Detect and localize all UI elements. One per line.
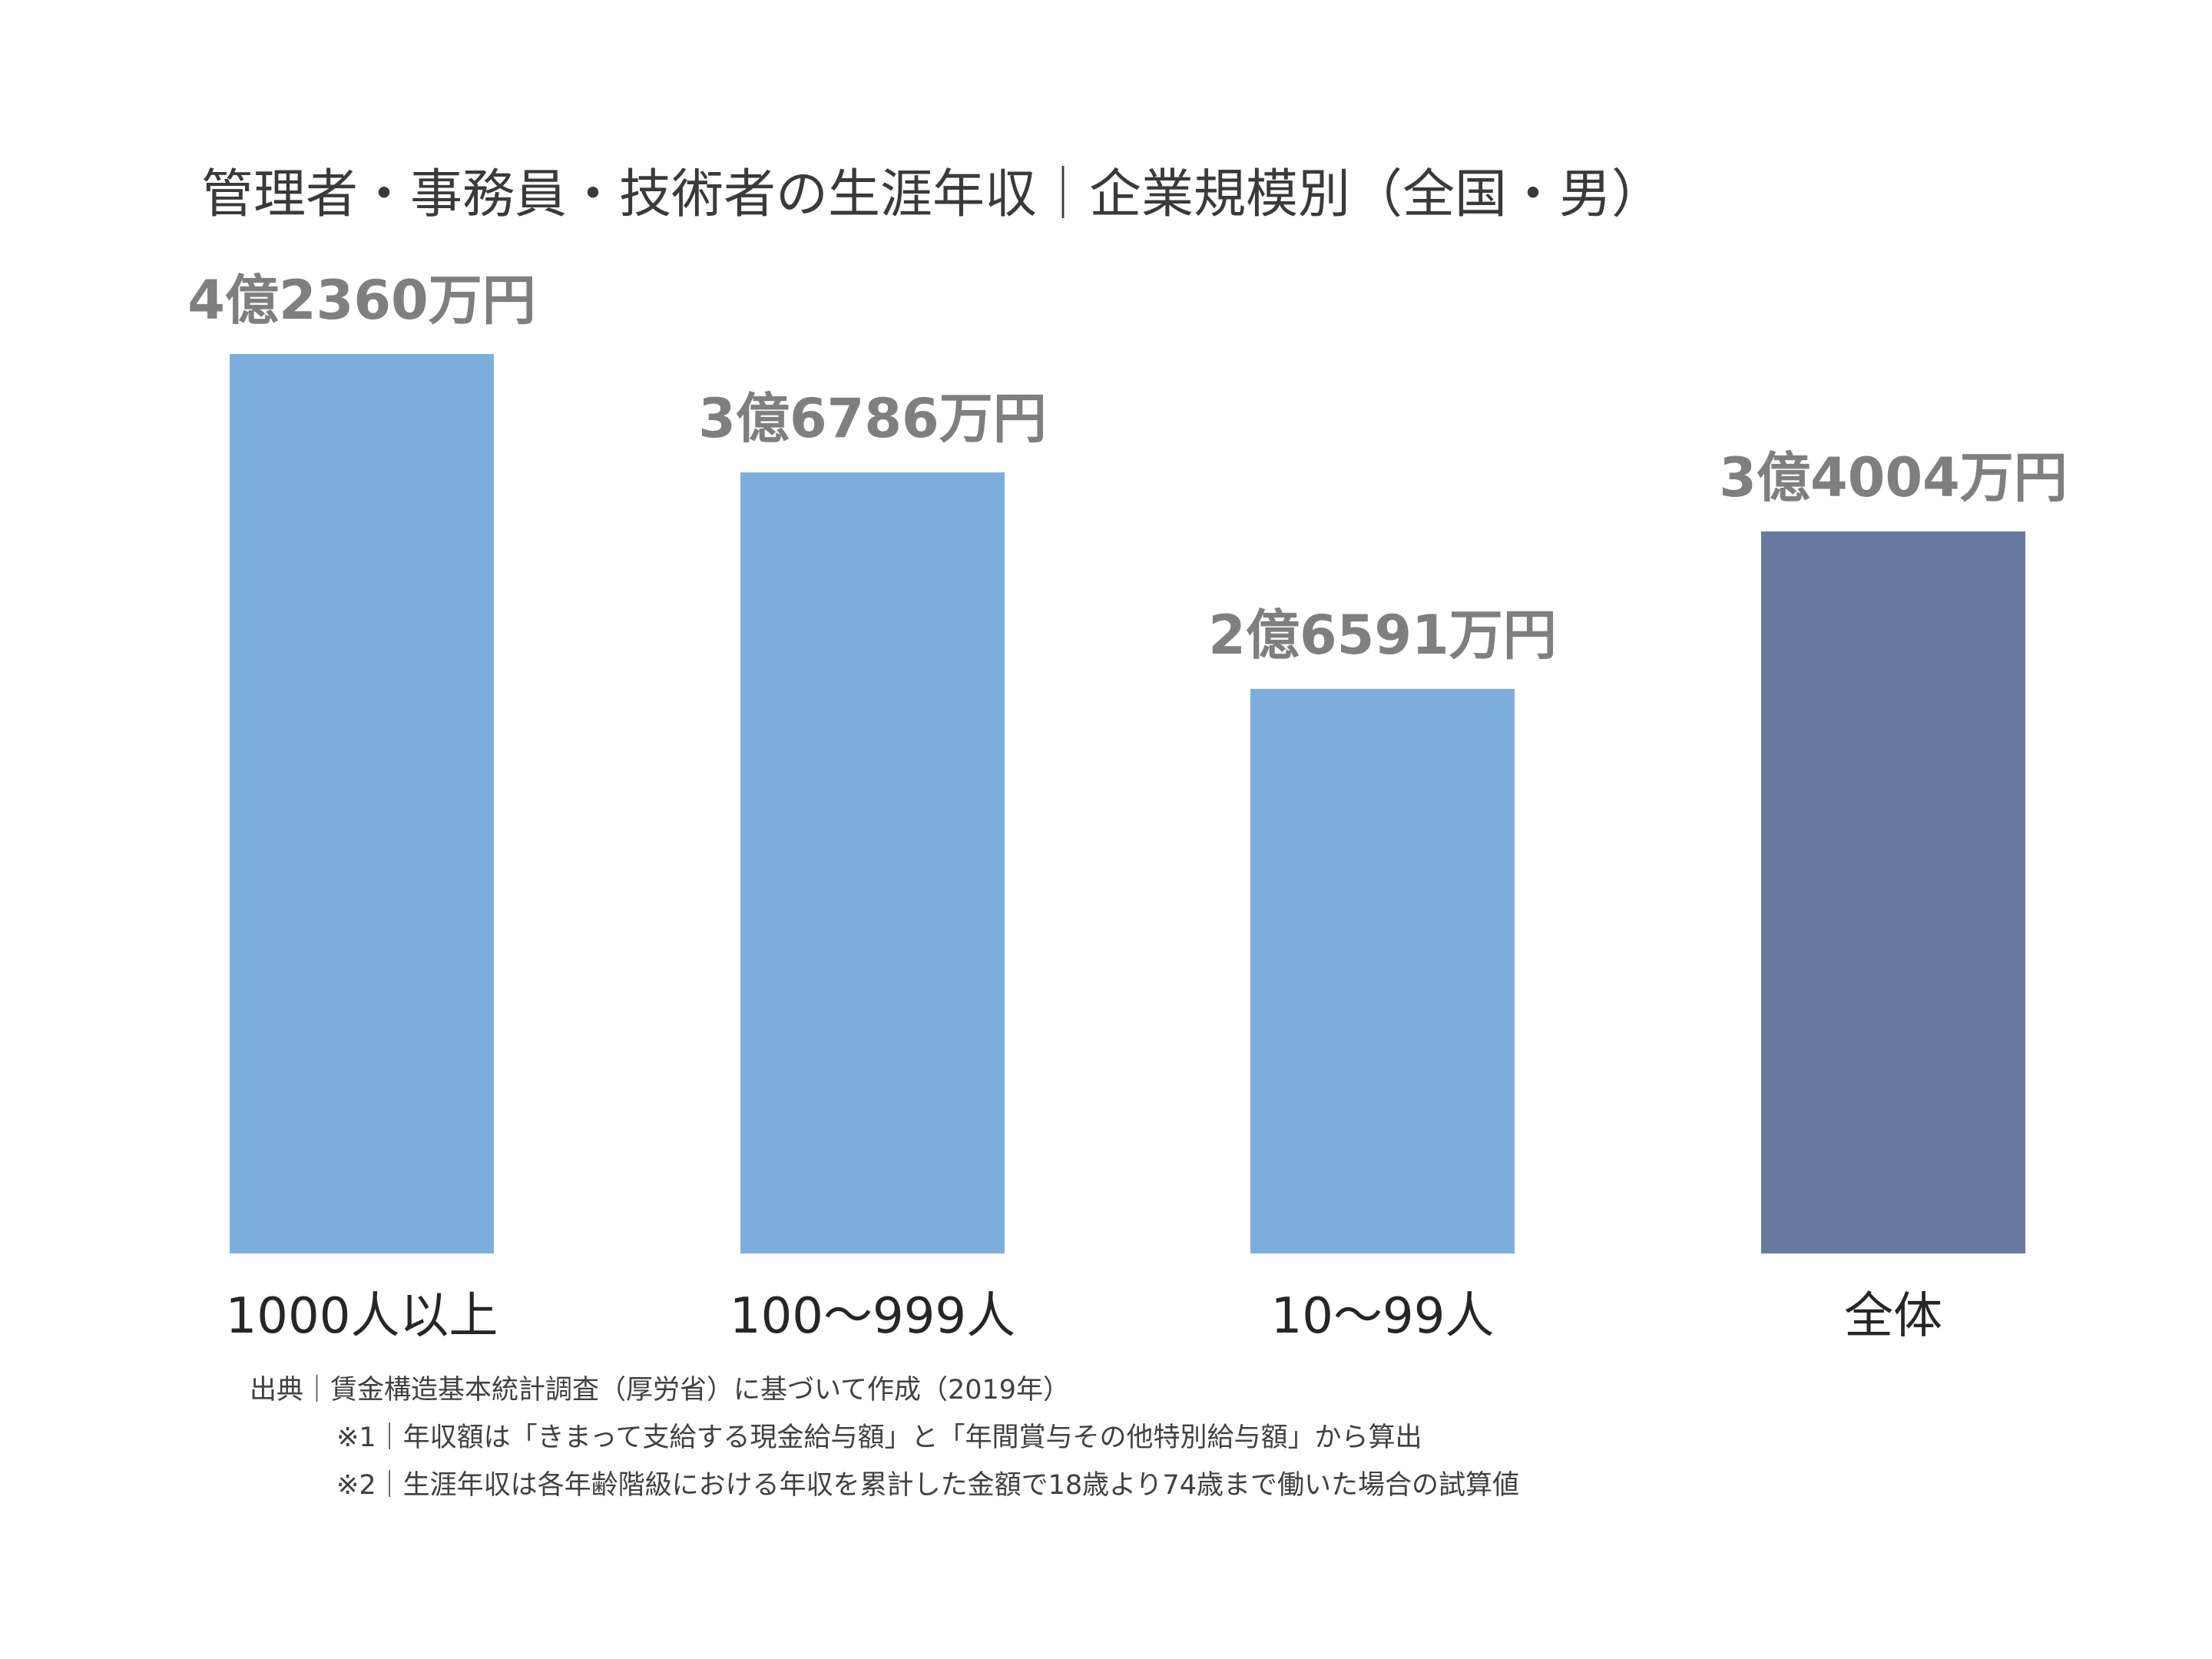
value-labels-group: 4億2360万円 3億6786万円 2億6591万円 3億4004万円 — [187, 269, 2068, 667]
category-label-1: 1000人以上 — [226, 1288, 498, 1345]
source-note: 出典｜賃金構造基本統計調査（厚労省）に基づいて作成（2019年） — [250, 1375, 1070, 1406]
bar-4 — [1761, 531, 2025, 1253]
category-label-4: 全体 — [1844, 1288, 1942, 1345]
value-label-4: 3億4004万円 — [1719, 446, 2068, 509]
value-label-1: 4億2360万円 — [187, 269, 536, 332]
value-label-2: 3億6786万円 — [698, 387, 1047, 450]
category-label-3: 10～99人 — [1271, 1288, 1495, 1345]
bar-3 — [1250, 688, 1515, 1253]
bar-2 — [740, 472, 1005, 1253]
category-labels-group: 1000人以上 100～999人 10～99人 全体 — [226, 1288, 1942, 1345]
value-label-3: 2億6591万円 — [1208, 604, 1557, 667]
bar-1 — [230, 354, 494, 1253]
category-label-2: 100～999人 — [730, 1288, 1015, 1345]
footnote-1: ※1｜年収額は「きまって支給する現金給与額」と「年間賞与その他特別給与額」から算… — [336, 1422, 1422, 1453]
footnote-2: ※2｜生涯年収は各年齢階級における年収を累計した金額で18歳より74歳まで働いた… — [336, 1470, 1519, 1501]
bars-group — [230, 354, 2025, 1253]
chart-title: 管理者・事務員・技術者の生涯年収｜企業規模別（全国・男） — [201, 164, 1664, 225]
